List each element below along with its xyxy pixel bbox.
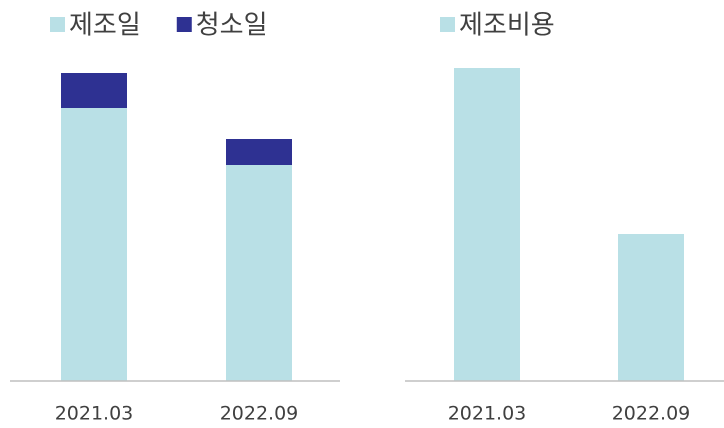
legend-swatch	[176, 17, 192, 32]
bar	[618, 234, 684, 381]
x-tick-label: 2022.09	[220, 403, 299, 425]
legend-swatch	[440, 17, 455, 32]
bar	[226, 165, 292, 381]
bar	[61, 108, 127, 381]
legend-swatch	[50, 17, 65, 32]
x-tick-label: 2021.03	[55, 403, 134, 425]
bar	[454, 68, 520, 381]
legend-label: 제조비용	[459, 11, 555, 41]
x-tick-label: 2021.03	[448, 403, 527, 425]
x-tick-label: 2022.09	[612, 403, 691, 425]
legend-label: 제조일	[69, 11, 141, 41]
legend-label: 청소일	[196, 11, 268, 41]
bar	[61, 73, 127, 108]
bar	[226, 139, 292, 165]
